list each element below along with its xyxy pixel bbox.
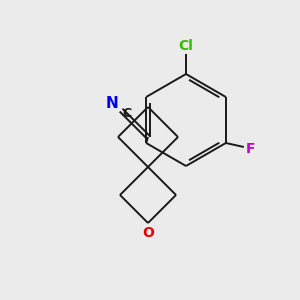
- Text: N: N: [106, 96, 118, 111]
- Text: C: C: [123, 106, 132, 120]
- Text: O: O: [142, 226, 154, 240]
- Text: Cl: Cl: [178, 39, 194, 53]
- Text: F: F: [246, 142, 256, 156]
